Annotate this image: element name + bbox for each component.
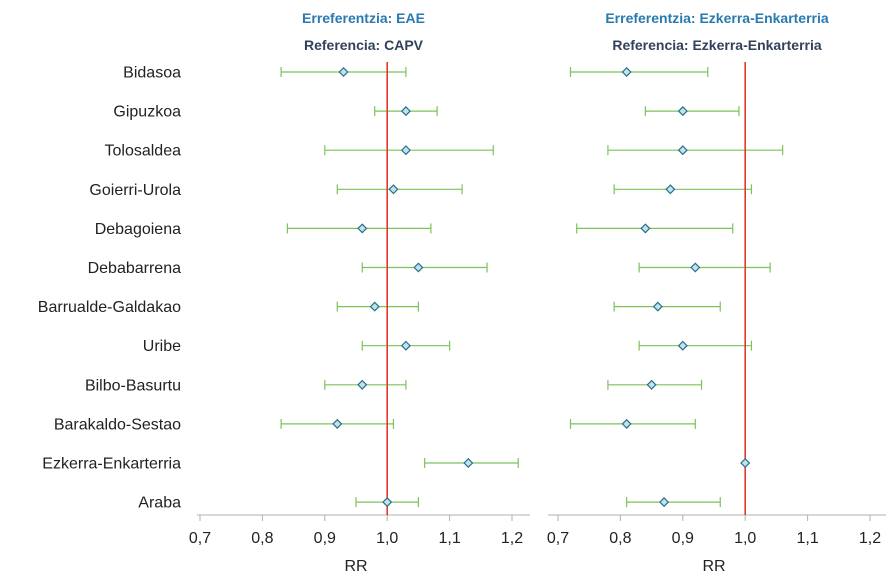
panel-2-x-axis-label: RR xyxy=(702,558,725,575)
data-point xyxy=(679,342,687,350)
category-label: Barakaldo-Sestao xyxy=(54,416,181,433)
data-point xyxy=(622,420,630,428)
panel-1-subtitle: Referencia: CAPV xyxy=(304,37,424,53)
panel-2-x-tick-label: 1,1 xyxy=(796,530,818,547)
data-point xyxy=(622,68,630,76)
data-point xyxy=(371,302,379,310)
data-point xyxy=(383,498,391,506)
category-label: Debabarrena xyxy=(88,260,182,277)
panel-1-x-tick-label: 1,2 xyxy=(501,530,523,547)
panel-1-x-tick-label: 0,8 xyxy=(251,530,273,547)
data-point xyxy=(741,459,749,467)
data-point xyxy=(402,342,410,350)
category-label: Barrualde-Galdakao xyxy=(38,299,181,316)
data-point xyxy=(647,381,655,389)
panel-2-title: Erreferentzia: Ezkerra-Enkarterria xyxy=(605,10,829,26)
data-point xyxy=(464,459,472,467)
data-point xyxy=(358,381,366,389)
category-label: Araba xyxy=(138,495,181,512)
data-point xyxy=(333,420,341,428)
data-point xyxy=(666,185,674,193)
data-point xyxy=(414,263,422,271)
panel-2-x-tick-label: 1,0 xyxy=(734,530,756,547)
panel-2-x-tick-label: 0,9 xyxy=(672,530,694,547)
category-label: Bilbo-Basurtu xyxy=(85,377,181,394)
category-label: Goierri-Urola xyxy=(89,182,181,199)
category-label: Uribe xyxy=(143,338,181,355)
data-point xyxy=(402,107,410,115)
panel-2-subtitle: Referencia: Ezkerra-Enkarterria xyxy=(612,37,822,53)
data-point xyxy=(679,146,687,154)
panel-2-x-tick-label: 1,2 xyxy=(859,530,881,547)
panel-2-x-tick-label: 0,8 xyxy=(609,530,631,547)
panel-1-x-axis-label: RR xyxy=(344,558,367,575)
data-point xyxy=(660,498,668,506)
data-point xyxy=(389,185,397,193)
data-point xyxy=(339,68,347,76)
data-point xyxy=(641,224,649,232)
panel-1-x-tick-label: 1,1 xyxy=(438,530,460,547)
data-point xyxy=(402,146,410,154)
panel-1-x-tick-label: 1,0 xyxy=(376,530,398,547)
data-point xyxy=(654,302,662,310)
panel-1-x-tick-label: 0,9 xyxy=(314,530,336,547)
category-label: Tolosaldea xyxy=(105,143,182,160)
panel-2-x-tick-label: 0,7 xyxy=(547,530,569,547)
category-label: Bidasoa xyxy=(123,65,181,82)
category-label: Ezkerra-Enkarterria xyxy=(42,456,181,473)
data-point xyxy=(679,107,687,115)
data-point xyxy=(358,224,366,232)
category-label: Gipuzkoa xyxy=(113,104,181,121)
data-point xyxy=(691,263,699,271)
category-label: Debagoiena xyxy=(95,221,181,238)
panel-1-x-tick-label: 0,7 xyxy=(189,530,211,547)
panel-1-title: Erreferentzia: EAE xyxy=(302,10,425,26)
